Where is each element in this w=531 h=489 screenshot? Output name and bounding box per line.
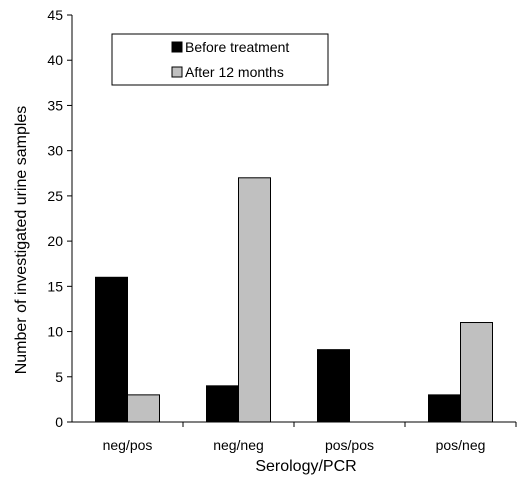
legend: Before treatment After 12 months: [111, 33, 329, 86]
y-axis-title: Number of investigated urine samples: [13, 106, 30, 375]
y-tick-label-20: 20: [47, 233, 63, 249]
x-axis-title: Serology/PCR: [255, 458, 356, 475]
bar-after-12-months-neg-pos: [127, 394, 160, 423]
legend-swatch-after-12-months: [171, 66, 183, 78]
y-tick-label-30: 30: [47, 143, 63, 159]
y-tick-label-25: 25: [47, 188, 63, 204]
legend-swatch-before-treatment: [171, 41, 183, 53]
y-tick-label-15: 15: [47, 278, 63, 294]
legend-label-before-treatment: Before treatment: [185, 39, 289, 55]
bar-after-12-months-pos-neg: [460, 322, 493, 423]
bar-before-treatment-pos-neg: [428, 394, 461, 423]
ticks-layer: neg/pos neg/neg pos/pos pos/neg 0 5 10 15 20 25 30…: [47, 7, 517, 453]
y-tick-label-45: 45: [47, 7, 63, 23]
bar-after-12-months-neg-neg: [238, 177, 271, 423]
y-tick-label-5: 5: [55, 369, 63, 385]
y-tick-label-40: 40: [47, 52, 63, 68]
x-tick-label-pos-neg: pos/neg: [436, 437, 486, 453]
legend-label-after-12-months: After 12 months: [185, 64, 284, 80]
x-tick-label-pos-pos: pos/pos: [325, 437, 374, 453]
y-tick-label-10: 10: [47, 324, 63, 340]
bar-before-treatment-pos-pos: [317, 349, 350, 423]
legend-box: [111, 33, 329, 86]
bar-before-treatment-neg-pos: [95, 276, 128, 423]
x-tick-label-neg-pos: neg/pos: [103, 437, 153, 453]
y-tick-label-35: 35: [47, 97, 63, 113]
bar-before-treatment-neg-neg: [206, 385, 239, 423]
x-tick-label-neg-neg: neg/neg: [213, 437, 264, 453]
bars-layer: [95, 177, 493, 423]
y-tick-label-0: 0: [55, 414, 63, 430]
